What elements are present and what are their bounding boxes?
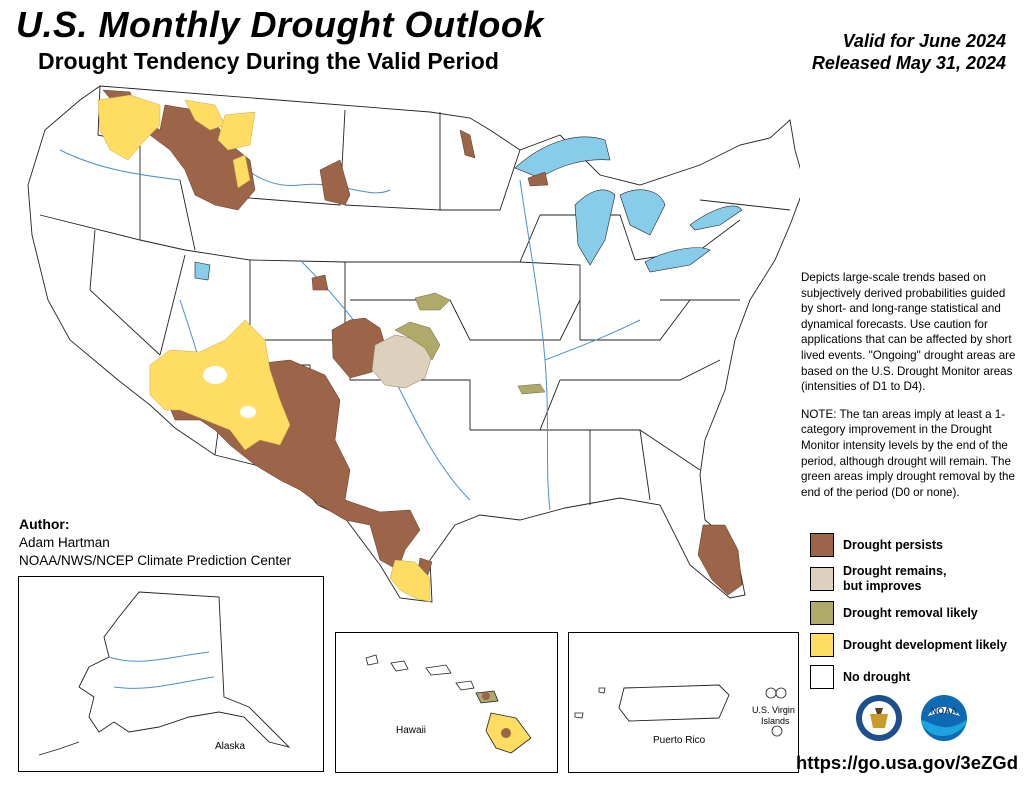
legend-swatch [810,665,834,689]
drought-improves-areas [371,334,433,389]
alaska-map [38,591,291,756]
dev-wyoming [232,154,251,189]
description-note: NOTE: The tan areas imply at least a 1-c… [801,407,1015,499]
author-block: Author: Adam Hartman NOAA/NWS/NCEP Clima… [19,515,291,570]
hawaii-inset: Hawaii [335,632,558,773]
no-drought-holes [203,366,256,418]
valid-period: Valid for June 2024 Released May 31, 202… [812,30,1006,74]
improve-kansas [371,334,433,389]
dev-washington-idaho [97,94,161,161]
legend-swatch [810,533,834,557]
removal-kansas [394,321,441,361]
alaska-inset: Alaska [18,576,324,772]
removal-nebraska [414,292,451,311]
legend-item-no-drought: No drought [810,661,1024,693]
removal-missouri [517,383,546,395]
outlook-url[interactable]: https://go.usa.gov/3eZGd [795,752,1018,773]
author-heading: Author: [19,516,70,532]
drought-removal-areas [394,292,546,395]
puerto-rico-inset: Puerto Rico U.S. Virgin Islands [568,632,799,773]
conus-map [27,85,800,603]
legend: Drought persists Drought remains, but im… [810,529,1024,693]
legend-swatch [810,601,834,625]
dev-arizona-utah [149,319,291,451]
dev-montana-west [184,99,226,131]
great-lakes [194,136,743,281]
region-minnesota [459,129,476,159]
drought-development-areas [97,94,431,603]
alaska-label: Alaska [215,741,246,752]
region-colorado-small [311,274,329,291]
release-date: Released May 31, 2024 [811,53,1006,73]
legend-item-development: Drought development likely [810,629,1024,661]
legend-item-improves: Drought remains, but improves [810,561,1024,597]
hawaii-label: Hawaii [396,725,427,736]
puerto-rico-map [574,684,787,737]
doc-seal-icon [856,695,902,741]
dev-south-texas [389,559,431,603]
map-title: U.S. Monthly Drought Outlook [16,4,544,45]
dev-montana-east [217,111,256,151]
legend-item-persists: Drought persists [810,529,1024,561]
legend-swatch [810,633,834,657]
svg-text:NOAA: NOAA [931,706,958,716]
author-org: NOAA/NWS/NCEP Climate Prediction Center [19,553,292,568]
legend-swatch [810,567,834,591]
region-florida [697,524,743,596]
virgin-islands-label-1: U.S. Virgin [752,705,795,715]
region-wisconsin [527,171,549,187]
virgin-islands-label-2: Islands [761,716,790,726]
valid-date: Valid for June 2024 [842,31,1006,51]
region-wyoming [319,159,351,206]
legend-item-removal: Drought removal likely [810,597,1024,629]
author-name: Adam Hartman [19,535,110,550]
hawaii-map [365,654,532,754]
map-subtitle: Drought Tendency During the Valid Period [38,48,499,74]
puerto-rico-label: Puerto Rico [653,735,706,746]
noaa-logo-icon: NOAA [921,695,967,741]
description-paragraph: Depicts large-scale trends based on subj… [801,271,1016,394]
map-description: Depicts large-scale trends based on subj… [801,270,1016,512]
